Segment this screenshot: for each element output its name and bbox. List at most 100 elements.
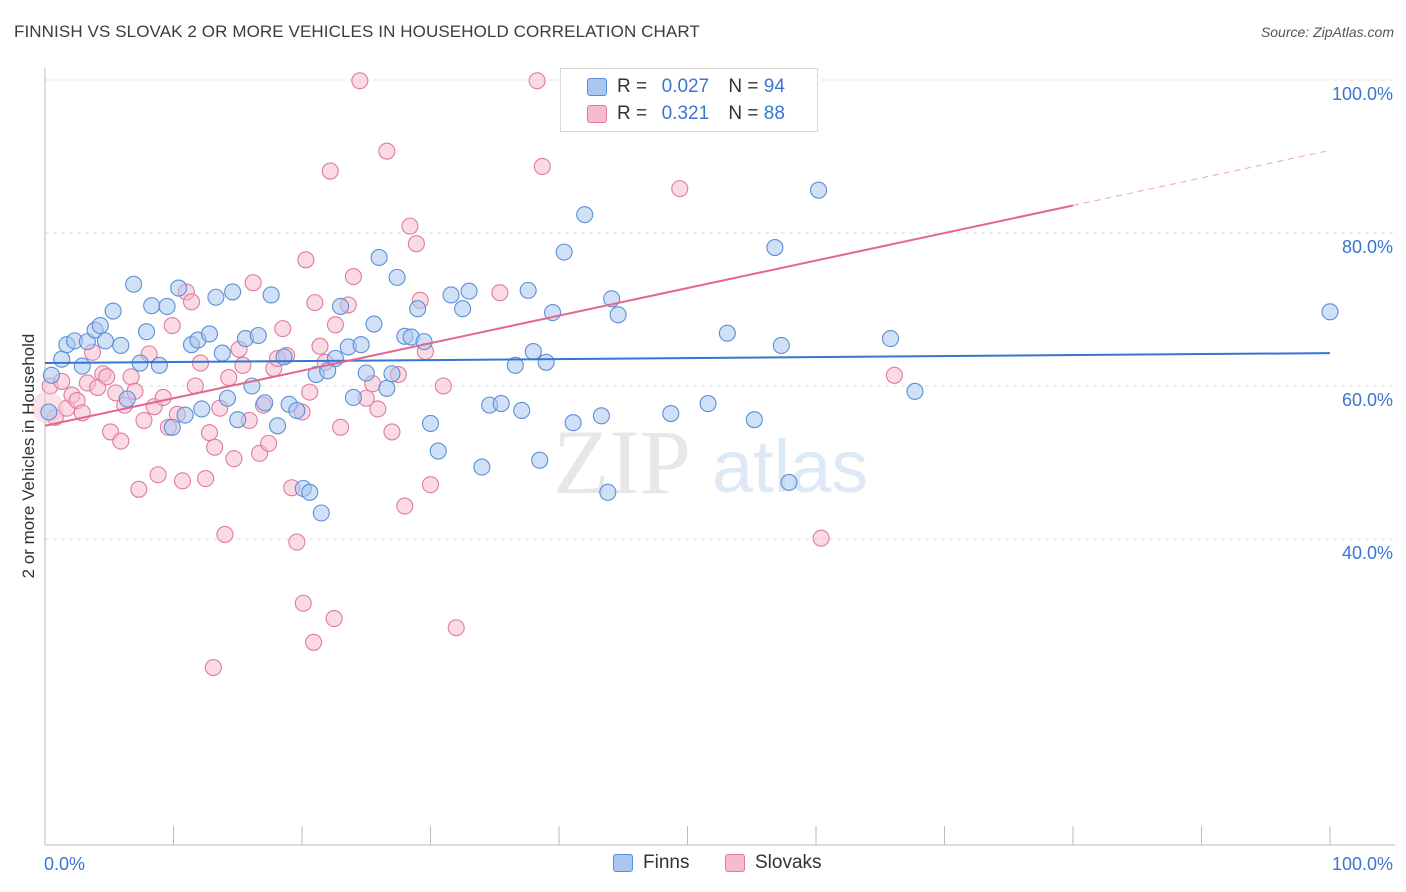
finns-point [218,389,237,407]
y-tick-label: 80.0% [1342,237,1393,257]
finns-point [125,275,143,293]
finns-point [442,286,460,304]
slovaks-point [297,251,315,269]
slovaks-point [306,294,324,312]
slovaks-point [396,497,414,515]
finns-point [312,504,330,522]
finns-point [357,364,375,382]
slovaks-legend-label: Slovaks [755,852,822,873]
finns-point [118,390,136,408]
finns-point [176,406,194,424]
finns-point [104,302,122,320]
slovaks-n-label: N = [728,103,759,124]
slovaks-swatch [587,105,607,123]
y-tick-label: 40.0% [1342,543,1393,563]
bottom-legend-finns: Finns [613,852,689,874]
watermark-atlas: atlas [712,425,868,508]
slovaks-point [885,366,903,384]
slovaks-point [447,619,465,637]
finns-point [143,297,161,315]
slovaks-point [383,423,401,441]
slovaks-point [191,354,210,372]
chart-title: FINNISH VS SLOVAK 2 OR MORE VEHICLES IN … [14,22,700,41]
slovaks-point [491,284,509,302]
slovaks-point [154,388,172,407]
finns-point [288,401,306,420]
finns-r-value: 0.027 [661,76,710,97]
finns-point [429,442,447,460]
slovaks-trend-extension [1072,149,1331,206]
slovaks-point [135,411,153,429]
finns-legend-swatch [613,854,633,872]
finns-point [213,344,231,362]
finns-point [564,414,582,432]
finns-point [492,395,510,413]
finns-point [207,288,225,306]
slovaks-point [173,472,192,490]
finns-point [409,300,427,318]
finns-point [249,326,267,345]
slovaks-point [407,235,425,253]
slovaks-point [325,610,343,628]
y-axis-label: 2 or more Vehicles in Household [19,334,38,579]
finns-point [576,206,594,224]
legend-row-finns: R = 0.027 N = 94 [587,75,785,99]
x-tick-label: 0.0% [44,854,85,874]
slovaks-point [130,480,148,498]
trend-lines [44,149,1331,427]
finns-point [555,243,573,261]
slovaks-point [351,72,369,90]
finns-point [766,238,784,257]
slovaks-point [200,424,219,442]
slovaks-n-value: 88 [763,103,785,124]
slovaks-point [182,293,201,311]
stats-legend: R = 0.027 N = 94 R = 0.321 N = 88 [560,68,818,132]
slovaks-point [163,317,181,335]
finns-point [370,248,388,267]
slovaks-point [288,533,306,551]
slovaks-point [225,450,243,468]
slovaks-point [197,470,215,488]
legend-row-slovaks: R = 0.321 N = 88 [587,102,785,126]
slovaks-point [274,320,292,338]
finns-point [91,317,109,335]
slovaks-point [378,142,396,160]
slovaks-trend-line [44,204,1074,427]
slovaks-point [216,525,234,543]
slovaks-point [326,316,344,334]
finns-point [229,411,247,429]
finns-point [170,279,188,297]
slovaks-point [533,157,551,175]
finns-point [506,356,524,374]
finns-point [513,401,531,420]
axes [44,68,1395,846]
finns-trend-line [44,352,1331,365]
finns-point [531,451,549,469]
finns-point [524,343,542,361]
finns-point [40,403,58,421]
slovaks-point [528,72,546,90]
finns-point [718,324,736,342]
finns-legend-label: Finns [643,852,690,873]
finns-point [537,353,555,371]
tick-labels: 40.0% 60.0% 80.0% 100.0% 0.0% 100.0% 2 or more… [19,84,1393,874]
finns-point [906,382,924,400]
slovaks-point [434,377,452,395]
finns-point [460,282,478,300]
finns-point [780,473,798,491]
finns-point [365,315,383,333]
slovaks-point [204,658,222,677]
finns-point [352,336,370,354]
finns-point [881,330,900,348]
finns-n-label: N = [728,76,759,97]
finns-point [150,356,168,374]
finns-point [269,417,287,435]
finns-point [275,348,293,366]
y-tick-label: 60.0% [1342,390,1393,410]
x-tick-label: 100.0% [1332,854,1393,874]
slovaks-legend-swatch [725,854,745,872]
finns-point [301,483,319,501]
slovaks-point [122,368,140,386]
slovaks-point [321,162,339,180]
